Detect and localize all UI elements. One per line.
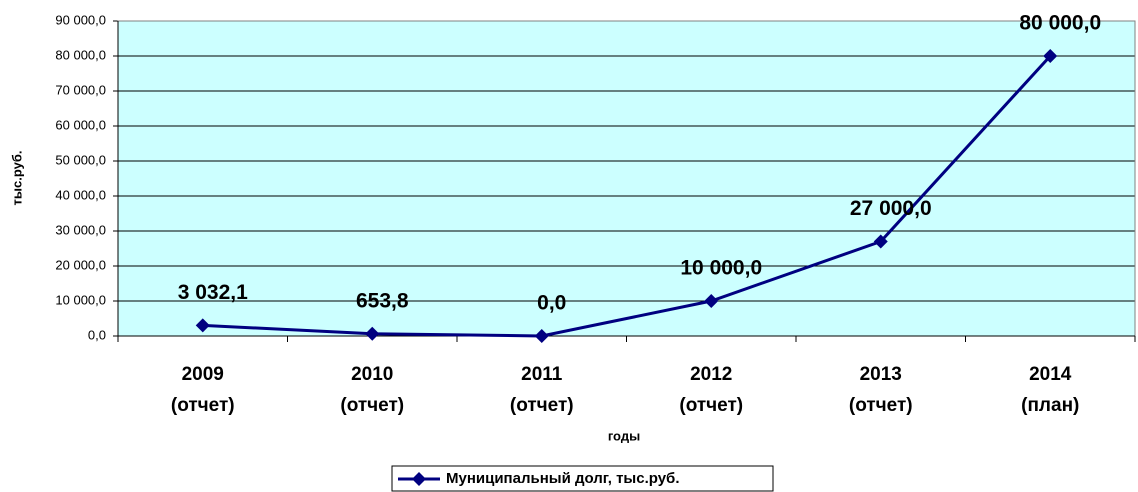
data-label: 80 000,0 — [1019, 12, 1101, 35]
x-tick-label: 2014 (план) — [1021, 364, 1079, 416]
x-tick-label: 2011 (отчет) — [510, 364, 574, 416]
marker — [704, 294, 719, 308]
marker — [534, 329, 549, 343]
x-tick-label: 2009 (отчет) — [171, 364, 235, 416]
marker — [873, 234, 888, 249]
x-tick-label: 2013 (отчет) — [849, 364, 913, 416]
marker — [195, 318, 210, 333]
y-tick-label: 10 000,0 — [55, 292, 106, 307]
y-tick-label: 20 000,0 — [55, 257, 106, 272]
legend-label: Муниципальный долг, тыс.руб. — [446, 470, 679, 487]
line — [202, 54, 1052, 338]
y-tick-label: 50 000,0 — [55, 152, 106, 167]
y-axis-title: тыс.руб. — [9, 151, 24, 206]
data-label: 10 000,0 — [680, 257, 762, 280]
y-tick-label: 40 000,0 — [55, 187, 106, 202]
plot-area — [118, 21, 1135, 336]
x-axis-title: годы — [608, 428, 640, 443]
y-tick-label: 0,0 — [88, 327, 106, 342]
data-label: 3 032,1 — [178, 281, 248, 304]
legend-marker — [412, 472, 426, 486]
marker — [365, 326, 380, 341]
y-tick-label: 30 000,0 — [55, 222, 106, 237]
y-tick-label: 60 000,0 — [55, 117, 106, 132]
marker — [1043, 49, 1058, 63]
data-label: 27 000,0 — [850, 197, 932, 220]
legend-box — [391, 465, 774, 492]
data-label: 653,8 — [356, 289, 409, 312]
x-tick-label: 2012 (отчет) — [679, 364, 743, 416]
data-label: 0,0 — [537, 292, 566, 315]
y-tick-label: 70 000,0 — [55, 82, 106, 97]
y-tick-label: 80 000,0 — [55, 47, 106, 62]
y-tick-label: 90 000,0 — [55, 12, 106, 27]
x-tick-label: 2010 (отчет) — [340, 364, 404, 416]
